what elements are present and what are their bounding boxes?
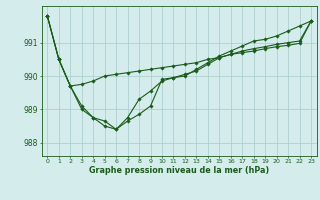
X-axis label: Graphe pression niveau de la mer (hPa): Graphe pression niveau de la mer (hPa) <box>89 166 269 175</box>
